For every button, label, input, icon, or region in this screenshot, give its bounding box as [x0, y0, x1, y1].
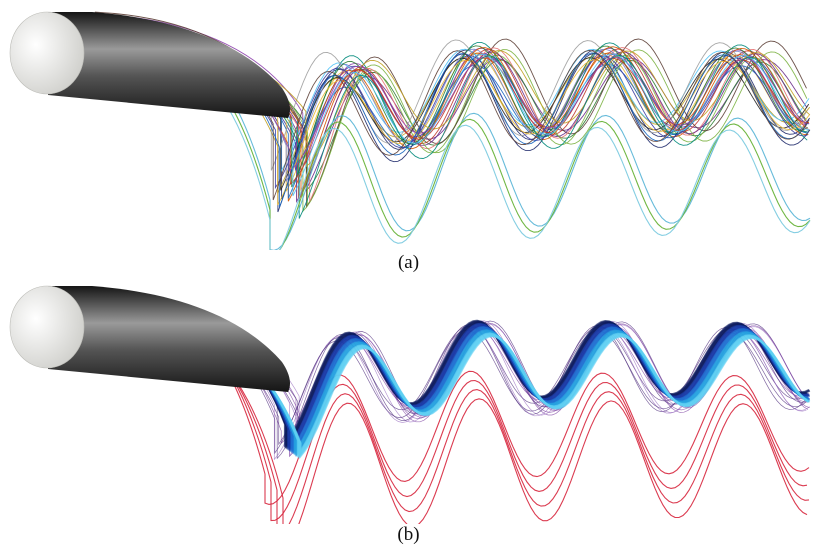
outlier-streamlines — [94, 291, 810, 524]
panel-b — [0, 274, 817, 524]
streamline-outlier — [94, 291, 810, 505]
streamline-group — [89, 11, 811, 250]
streamline — [99, 18, 810, 201]
cylinder-cap — [9, 285, 85, 369]
panel-a — [0, 0, 817, 250]
cylinder-body — [48, 286, 290, 392]
streamline — [96, 30, 811, 206]
streamline — [97, 20, 811, 213]
streamline-outlier — [94, 306, 808, 524]
streamline-outlier — [94, 25, 811, 250]
caption-b: (b) — [397, 524, 420, 545]
streamline — [98, 28, 810, 203]
streamlines-figure-a — [9, 11, 811, 250]
streamline — [94, 11, 807, 209]
streamline — [99, 26, 810, 174]
streamline-outlier — [94, 19, 811, 250]
cylinder-body — [48, 12, 290, 118]
streamline — [95, 26, 811, 168]
streamline — [92, 29, 809, 202]
streamline-outlier — [94, 296, 808, 522]
streamline — [96, 24, 808, 219]
streamline-bundle-line — [103, 306, 810, 460]
streamline-outlier — [94, 301, 810, 524]
streamline — [90, 27, 808, 213]
streamline — [97, 24, 809, 197]
cylinder-cap — [9, 11, 85, 95]
streamline — [94, 13, 808, 208]
streamline — [96, 303, 810, 460]
streamlines-figure-b — [9, 285, 811, 524]
streamline — [90, 17, 808, 188]
streamline — [97, 21, 808, 171]
streamline-outlier — [94, 31, 811, 250]
streamline — [95, 29, 807, 192]
streamline — [92, 298, 807, 446]
streamline-bundle — [91, 286, 811, 460]
caption-a: (a) — [397, 252, 420, 273]
